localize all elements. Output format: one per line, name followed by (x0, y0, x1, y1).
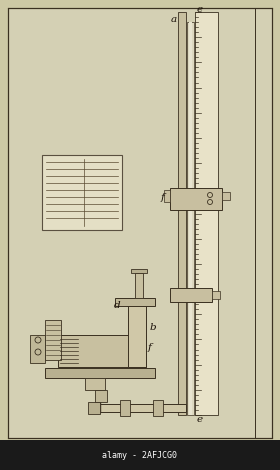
Bar (42, 155, 122, 230)
Bar (195, 12, 218, 415)
Bar (131, 269, 147, 273)
Bar (88, 402, 100, 414)
Text: b: b (150, 322, 157, 331)
Bar (115, 298, 155, 306)
Bar (120, 400, 130, 416)
Bar (153, 400, 163, 416)
Bar (30, 335, 45, 363)
Bar (128, 305, 146, 367)
Bar (170, 188, 222, 210)
Bar (170, 288, 212, 302)
Bar (45, 368, 155, 378)
Bar (212, 291, 220, 299)
Bar (45, 320, 61, 360)
Bar (58, 335, 146, 367)
Bar (222, 192, 230, 200)
Text: a: a (171, 16, 177, 24)
Text: d: d (113, 301, 120, 311)
Bar (187, 22, 194, 415)
Text: e: e (197, 415, 203, 424)
Bar (178, 12, 186, 415)
Text: alamy - 2AFJCG0: alamy - 2AFJCG0 (102, 451, 178, 460)
Bar (95, 390, 107, 402)
Text: f: f (161, 193, 165, 202)
Bar (164, 190, 170, 202)
Text: e: e (197, 6, 203, 15)
Bar (0, 440, 280, 470)
Bar (135, 273, 143, 298)
Bar (189, 22, 192, 415)
Text: f: f (148, 344, 152, 352)
Bar (95, 404, 186, 412)
Bar (85, 378, 105, 390)
